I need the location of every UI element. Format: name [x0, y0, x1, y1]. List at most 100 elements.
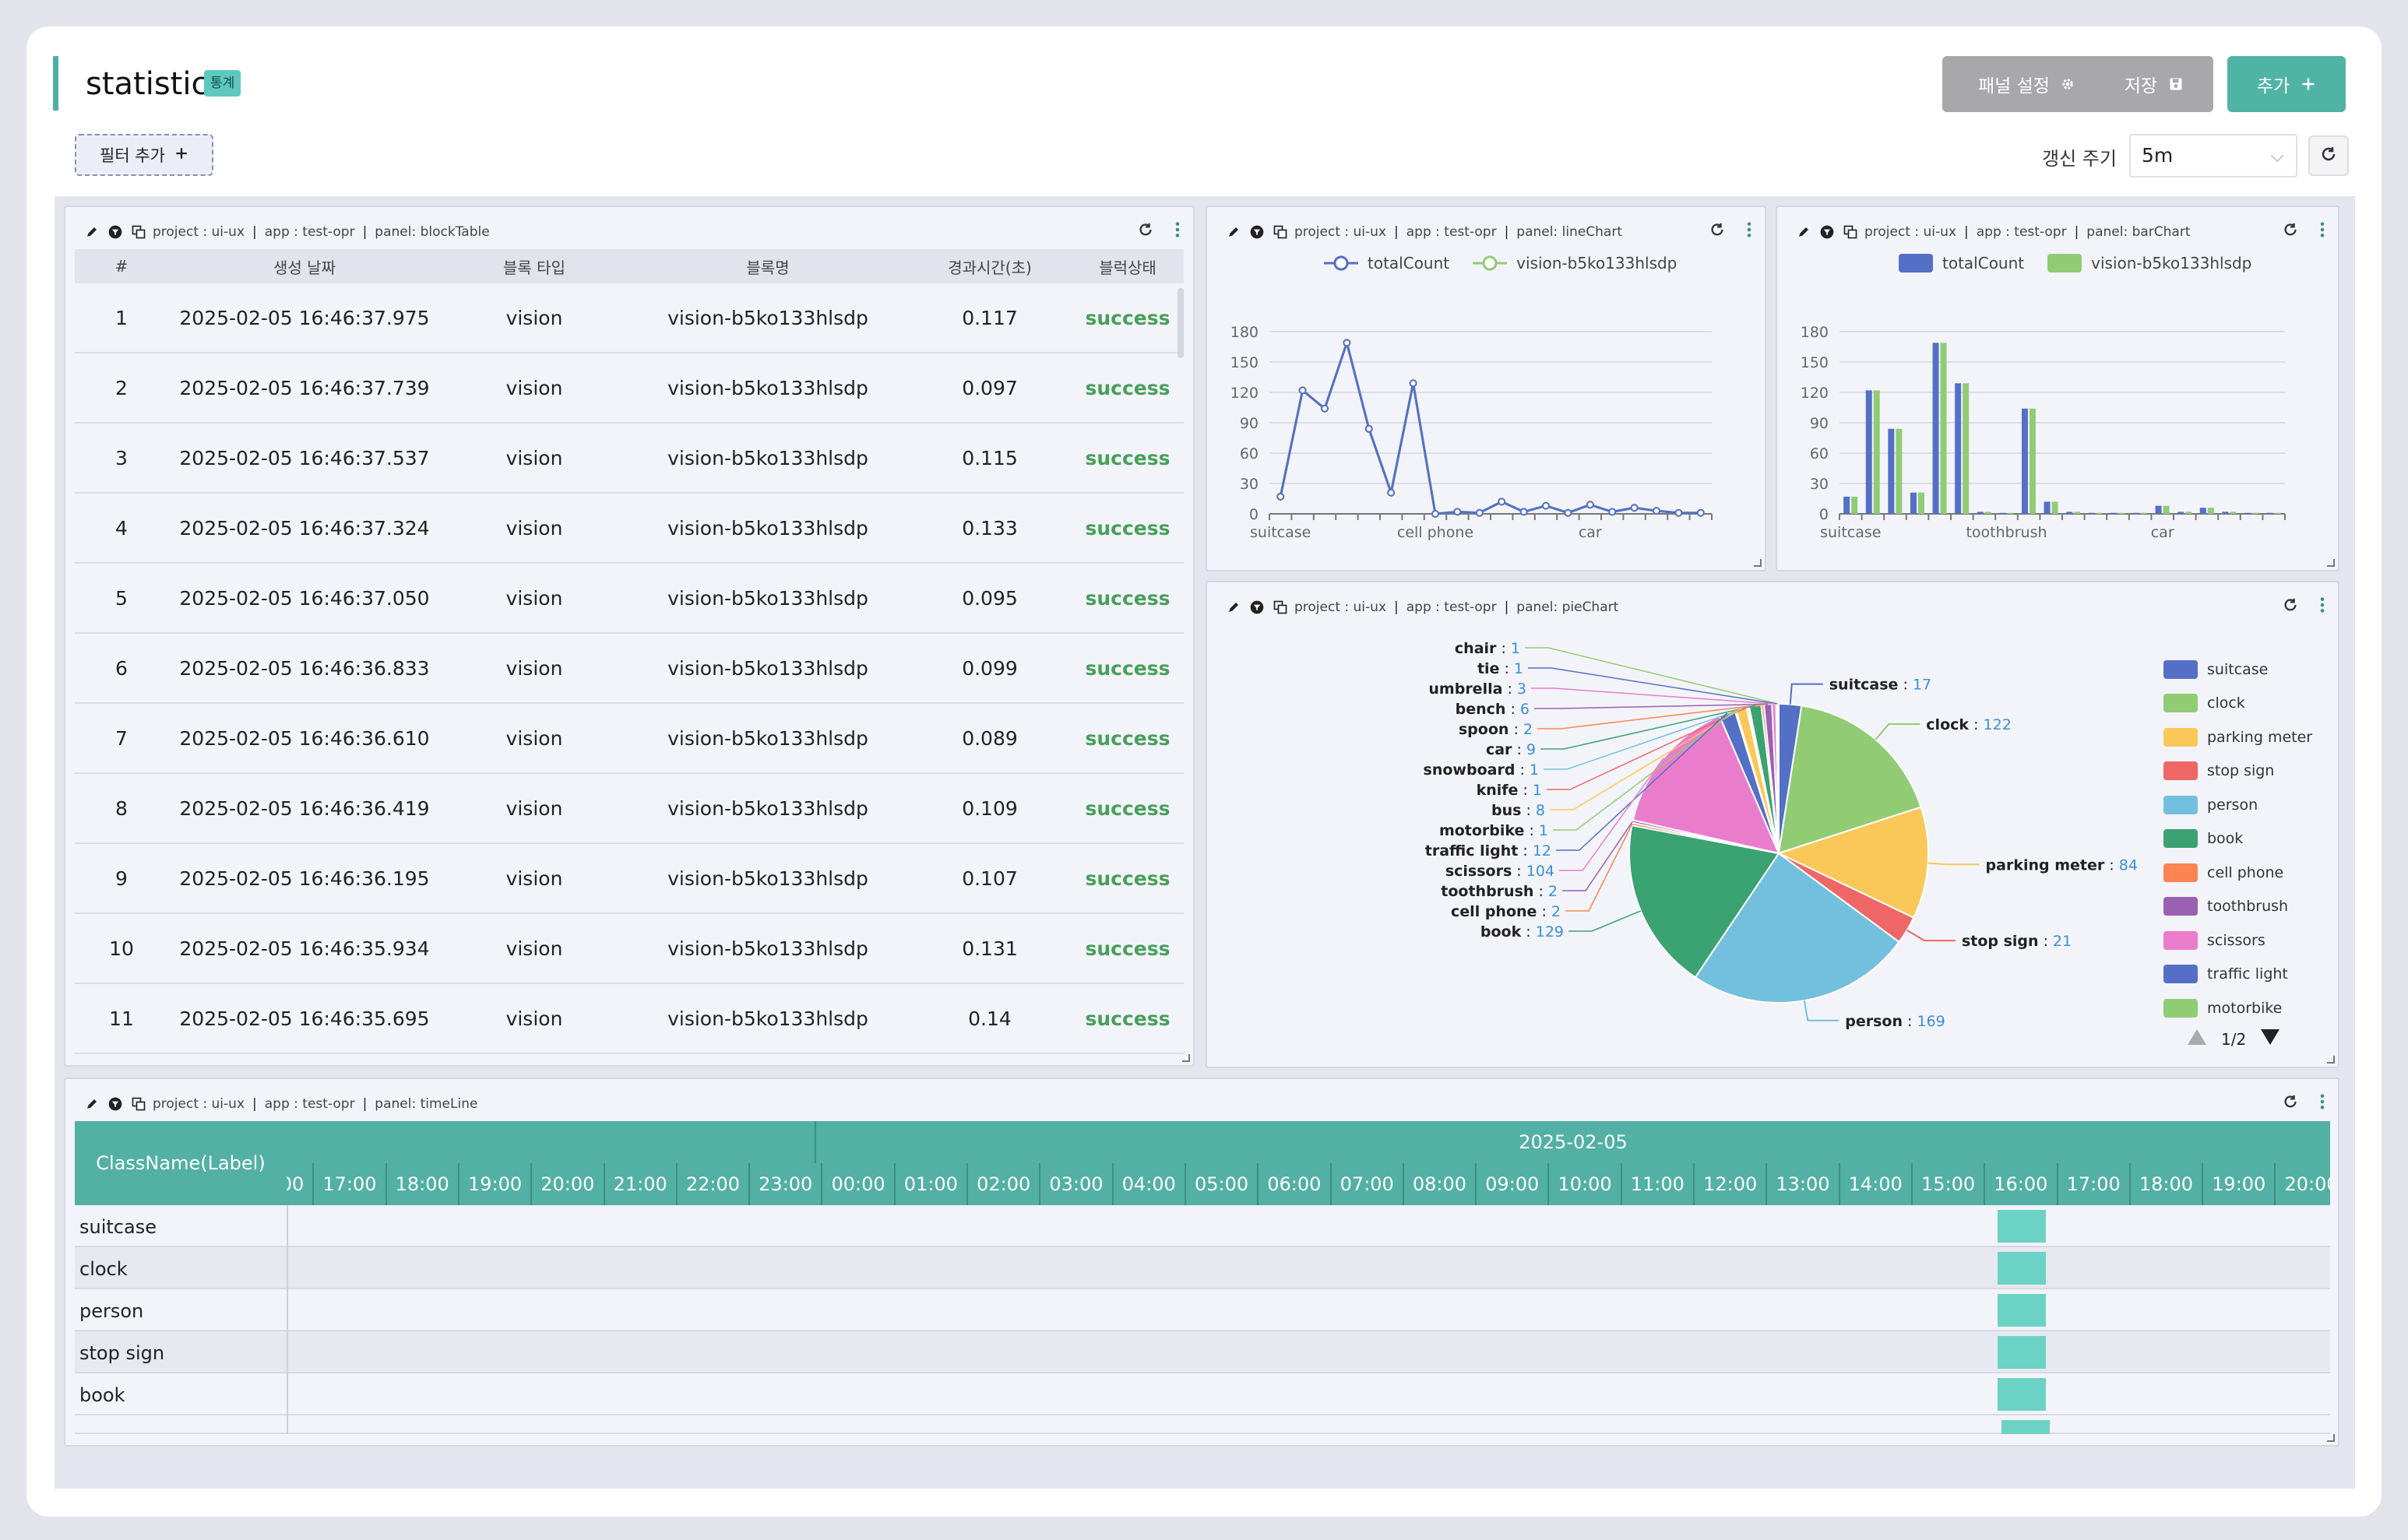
line-point[interactable]	[1696, 508, 1705, 517]
line-series[interactable]	[1279, 339, 1701, 515]
line-point[interactable]	[1453, 508, 1462, 516]
save-button[interactable]: 저장	[2095, 56, 2213, 112]
copy-icon[interactable]	[1271, 598, 1290, 617]
filter-icon[interactable]	[1818, 223, 1836, 241]
bar[interactable]	[1984, 512, 1991, 514]
copy-icon[interactable]	[129, 223, 148, 241]
legend-item[interactable]: clock	[2163, 687, 2312, 721]
legend-next-icon[interactable]	[2260, 1028, 2280, 1050]
line-point[interactable]	[1276, 492, 1285, 501]
line-point[interactable]	[1542, 501, 1550, 510]
line-point[interactable]	[1674, 508, 1683, 517]
bar[interactable]	[1888, 428, 1895, 514]
bar[interactable]	[2163, 505, 2170, 514]
reload-button[interactable]	[2308, 135, 2349, 176]
line-point[interactable]	[1387, 488, 1396, 497]
copy-icon[interactable]	[1841, 223, 1860, 241]
kebab-menu-icon[interactable]	[1174, 221, 1181, 241]
table-row[interactable]: 7 2025-02-05 16:46:36.610 vision vision-b5k…	[75, 704, 1184, 774]
bar[interactable]	[1940, 343, 1947, 514]
bar-chart[interactable]: 0 30 60 90 120 150 180 suitcase toothbrush car	[1777, 238, 2339, 565]
bar[interactable]	[2274, 512, 2281, 514]
table-row[interactable]: 5 2025-02-05 16:46:37.050 vision vision-b5k…	[75, 564, 1184, 634]
resize-handle[interactable]	[2327, 1434, 2335, 1442]
bar[interactable]	[2244, 512, 2251, 514]
col-created[interactable]: 생성 날짜	[273, 258, 336, 277]
bar[interactable]	[2230, 512, 2237, 514]
table-row[interactable]: 4 2025-02-05 16:46:37.324 vision vision-b5k…	[75, 494, 1184, 564]
line-point[interactable]	[1653, 507, 1660, 515]
resize-handle[interactable]	[2327, 1056, 2335, 1064]
bar[interactable]	[2185, 512, 2192, 514]
legend-item[interactable]: person	[2163, 788, 2312, 822]
table-row[interactable]: 11 2025-02-05 16:46:35.695 vision vision-b5…	[75, 984, 1184, 1054]
pencil-icon[interactable]	[1794, 223, 1813, 241]
line-chart[interactable]: 0 30 60 90 120 150 180 suitcase cell phone car	[1207, 238, 1766, 565]
bar[interactable]	[2132, 512, 2139, 514]
line-point[interactable]	[1409, 379, 1417, 388]
line-point[interactable]	[1564, 508, 1572, 517]
bar[interactable]	[1851, 496, 1858, 514]
legend-item[interactable]: cell phone	[2163, 856, 2312, 890]
line-point[interactable]	[1586, 501, 1594, 509]
refresh-interval-select[interactable]: 5m	[2129, 134, 2297, 178]
bar[interactable]	[2140, 512, 2147, 514]
col-elapsed[interactable]: 경과시간(초)	[948, 258, 1032, 277]
legend-item[interactable]: vision-b5ko133hlsdp	[2047, 254, 2251, 272]
bar[interactable]	[1932, 343, 1939, 514]
bar[interactable]	[2074, 512, 2081, 514]
bar[interactable]	[2096, 512, 2103, 514]
line-series[interactable]	[1279, 339, 1701, 515]
bar[interactable]	[2029, 408, 2036, 514]
line-point[interactable]	[1298, 386, 1307, 395]
bar[interactable]	[1843, 496, 1850, 514]
line-point[interactable]	[1475, 508, 1484, 517]
refresh-icon[interactable]	[1709, 221, 1726, 241]
bar[interactable]	[2155, 505, 2162, 514]
legend-item[interactable]: stop sign	[2163, 754, 2312, 789]
filter-icon[interactable]	[106, 223, 125, 241]
col-block-name[interactable]: 블록명	[746, 258, 790, 277]
timeline-bar[interactable]	[1998, 1378, 2047, 1411]
table-row[interactable]: 2 2025-02-05 16:46:37.739 vision vision-b5k…	[75, 353, 1184, 424]
col-status[interactable]: 블럭상태	[1099, 258, 1156, 277]
col-index[interactable]: #	[114, 257, 128, 276]
bar[interactable]	[1910, 492, 1917, 514]
pie-slice[interactable]	[1777, 705, 1922, 855]
line-point[interactable]	[1608, 508, 1617, 516]
timeline-bar[interactable]	[1998, 1210, 2047, 1243]
bar[interactable]	[2066, 512, 2073, 514]
bar[interactable]	[2007, 512, 2014, 514]
table-row[interactable]: 8 2025-02-05 16:46:36.419 vision vision-b5k…	[75, 774, 1184, 844]
legend-item[interactable]: scissors	[2163, 923, 2312, 958]
line-point[interactable]	[1431, 510, 1439, 518]
pencil-icon[interactable]	[1224, 223, 1243, 241]
refresh-icon[interactable]	[2282, 221, 2299, 241]
add-button[interactable]: 추가	[2227, 56, 2346, 112]
bar[interactable]	[2266, 512, 2273, 514]
legend-item[interactable]: parking meter	[2163, 720, 2312, 754]
bar[interactable]	[1955, 383, 1962, 514]
bar[interactable]	[2251, 512, 2258, 514]
resize-handle[interactable]	[2327, 559, 2335, 567]
bar[interactable]	[2111, 512, 2118, 514]
line-point[interactable]	[1343, 339, 1351, 347]
kebab-menu-icon[interactable]	[2319, 596, 2325, 617]
line-point[interactable]	[1321, 404, 1329, 413]
bar[interactable]	[1896, 428, 1903, 514]
bar[interactable]	[1963, 383, 1970, 514]
bar[interactable]	[2088, 512, 2095, 514]
kebab-menu-icon[interactable]	[2319, 1093, 2325, 1113]
add-filter-button[interactable]: 필터 추가	[75, 134, 213, 176]
bar[interactable]	[1999, 512, 2006, 514]
kebab-menu-icon[interactable]	[2319, 221, 2325, 241]
legend-item[interactable]: totalCount	[1324, 254, 1449, 272]
copy-icon[interactable]	[129, 1095, 148, 1113]
kebab-menu-icon[interactable]	[1746, 221, 1752, 241]
timeline-bar[interactable]	[1998, 1252, 2047, 1285]
legend-item[interactable]: suitcase	[2163, 652, 2312, 687]
bar[interactable]	[1873, 390, 1880, 514]
resize-handle[interactable]	[1754, 559, 1762, 567]
bar[interactable]	[2021, 408, 2028, 514]
pencil-icon[interactable]	[83, 223, 101, 241]
